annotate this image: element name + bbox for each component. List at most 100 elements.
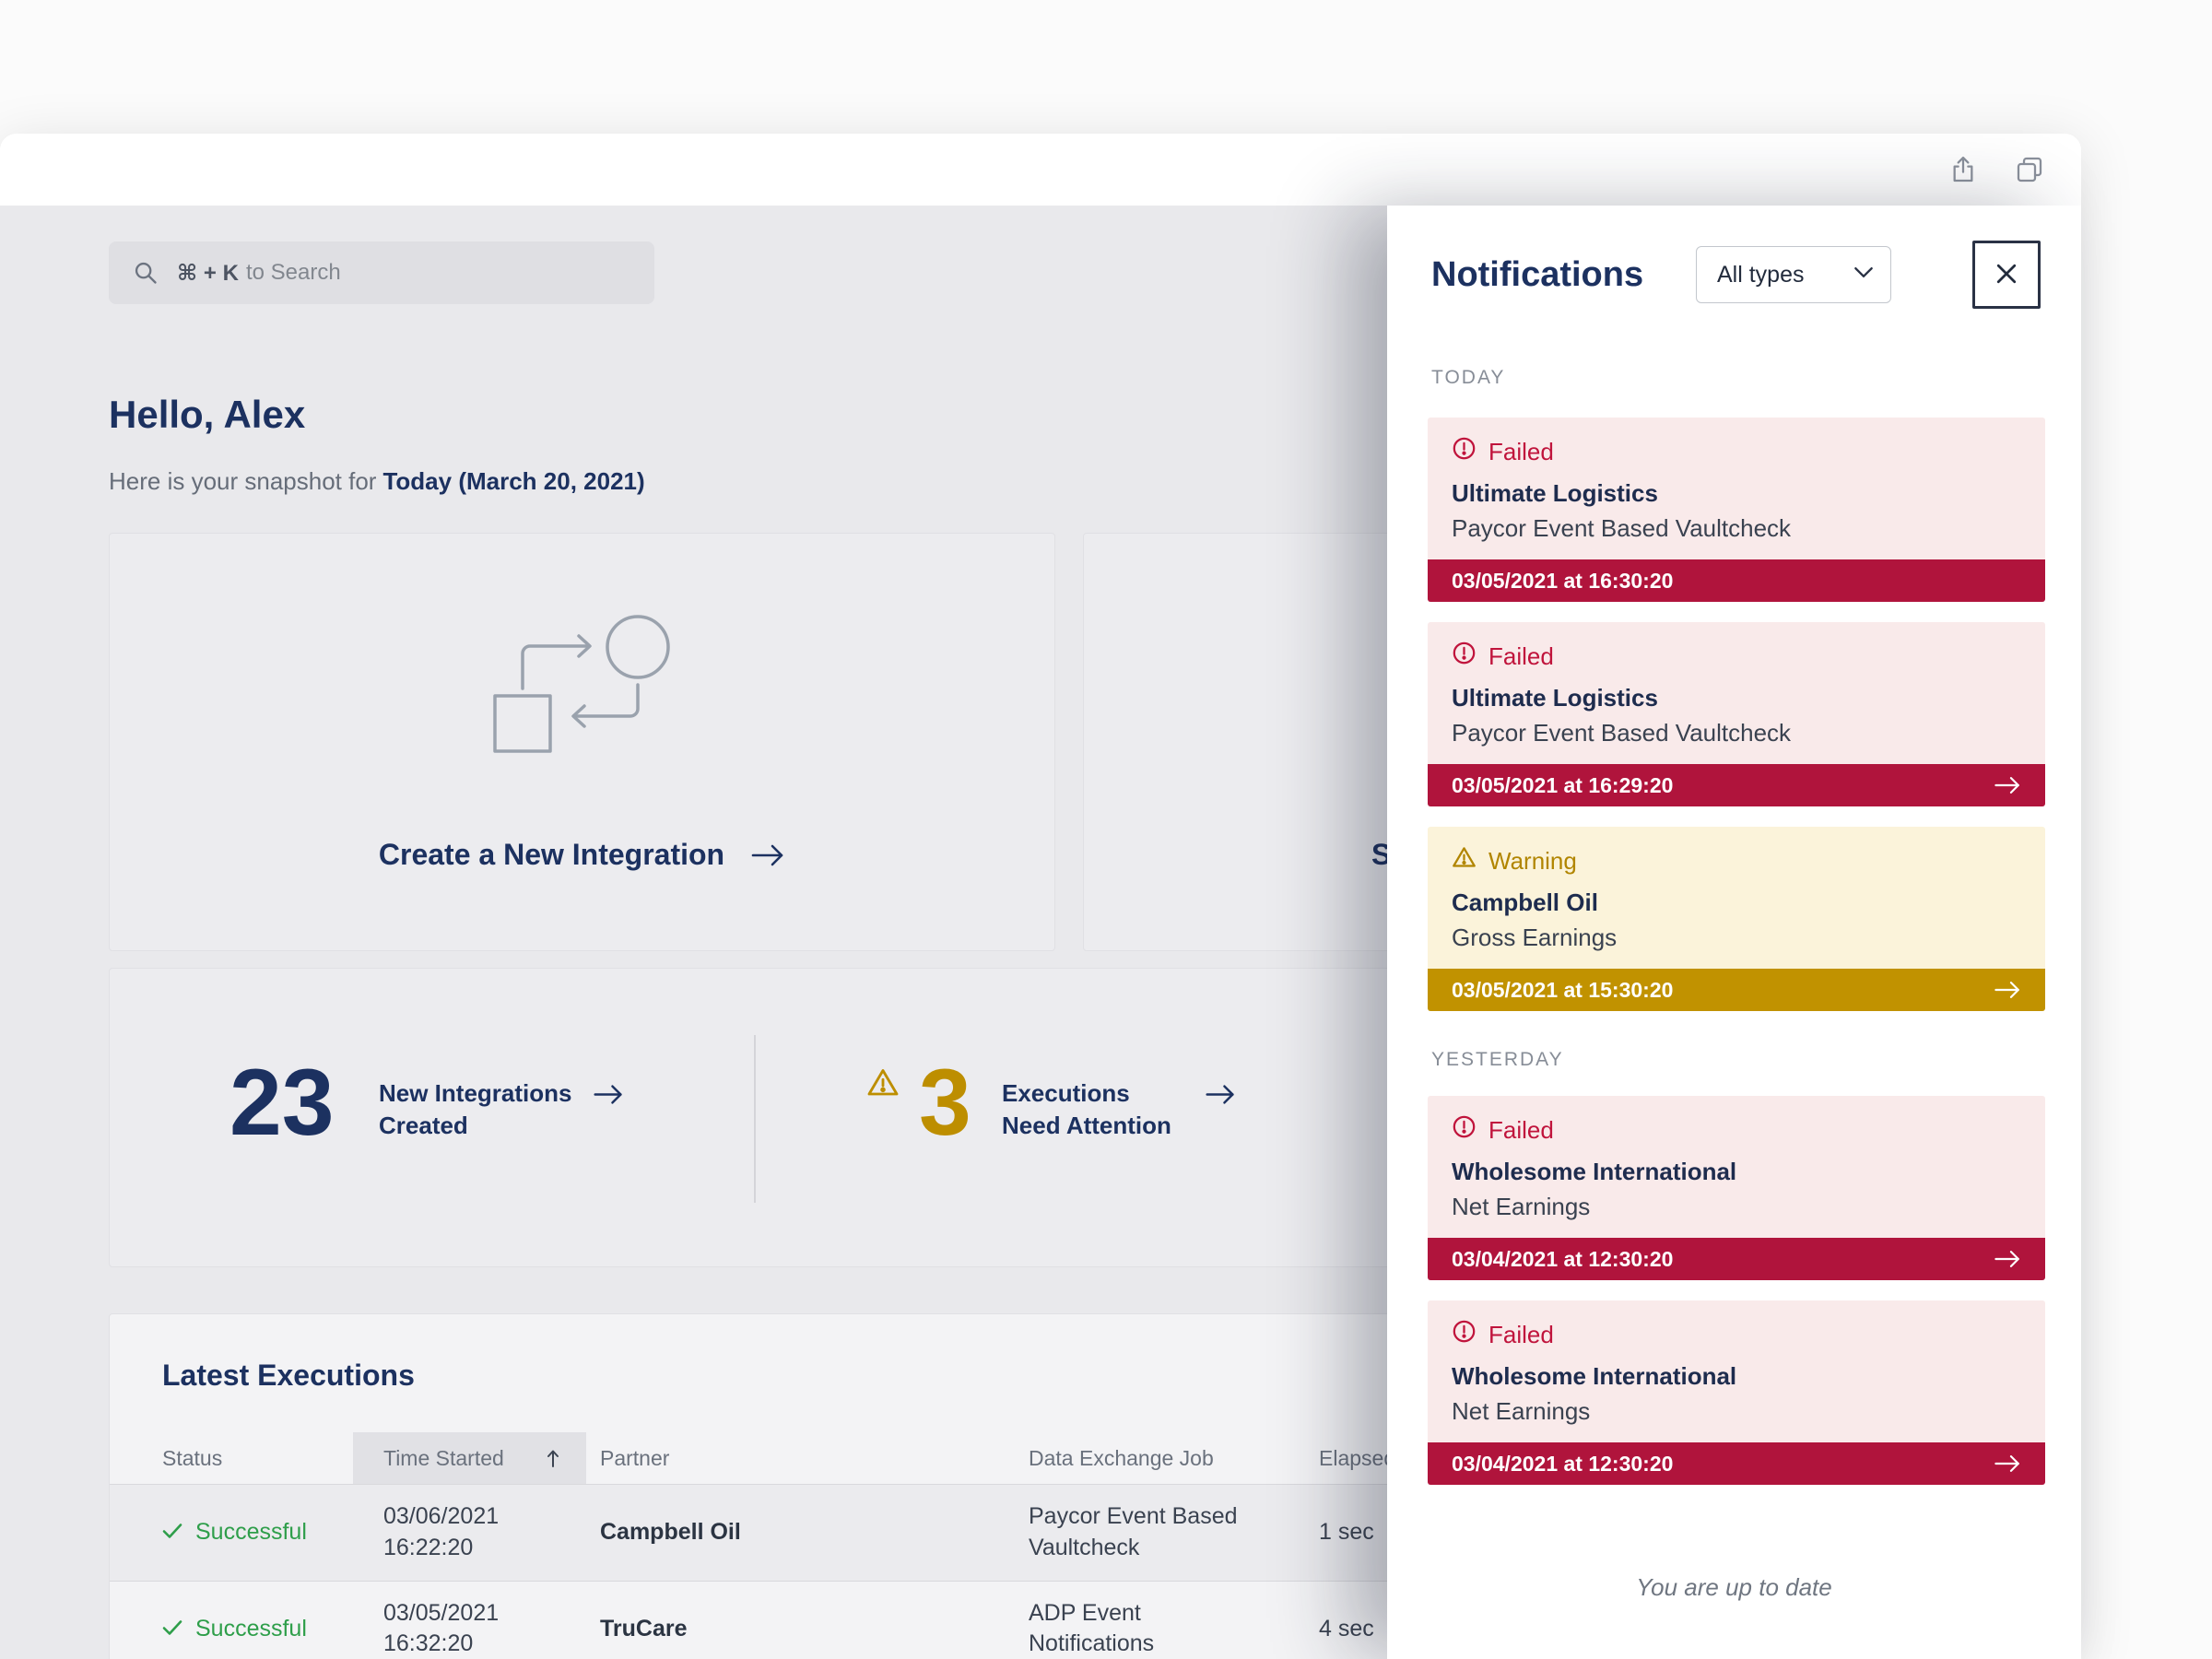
- close-panel-button[interactable]: [1972, 241, 2041, 309]
- executions-attention-label[interactable]: Executions Need Attention: [1002, 1077, 1171, 1142]
- integration-flow-illustration: [472, 606, 693, 776]
- failed-icon: [1452, 1319, 1477, 1350]
- col-header-data-exchange-job[interactable]: Data Exchange Job: [1029, 1445, 1214, 1470]
- app-window: ⌘ + K to Search Hello, Alex Here is your…: [0, 134, 2081, 1659]
- notifications-panel: Notifications All types: [1387, 206, 2081, 1659]
- notification-timestamp: 03/05/2021 at 16:29:20: [1452, 772, 1674, 797]
- notification-status-row: Failed: [1452, 1114, 2021, 1146]
- notification-body: Warning Campbell Oil Gross Earnings: [1428, 827, 2045, 969]
- chevron-down-icon: [1853, 266, 1874, 283]
- notification-card[interactable]: Warning Campbell Oil Gross Earnings 03/0…: [1428, 827, 2045, 1011]
- arrow-right-icon: [750, 842, 785, 868]
- search-placeholder: to Search: [245, 260, 341, 285]
- notification-partner: Wholesome International: [1452, 1158, 1737, 1185]
- notification-detail: Paycor Event Based Vaultcheck: [1452, 514, 1792, 542]
- col-header-status[interactable]: Status: [162, 1445, 223, 1470]
- filter-selected-value: All types: [1717, 261, 1805, 288]
- new-integrations-count: 23: [229, 1050, 335, 1155]
- notification-detail: Gross Earnings: [1452, 924, 1618, 951]
- col-header-time-started[interactable]: Time Started: [353, 1432, 586, 1484]
- notification-timestamp: 03/05/2021 at 16:30:20: [1452, 568, 1674, 593]
- col-header-time-started-label: Time Started: [383, 1445, 504, 1470]
- new-integrations-label[interactable]: New Integrations Created: [379, 1077, 571, 1142]
- notification-status: Failed: [1488, 641, 1554, 670]
- search-icon: [133, 260, 159, 286]
- section-label-today: TODAY: [1431, 367, 1506, 388]
- create-integration-card[interactable]: Create a New Integration: [109, 533, 1055, 951]
- search-shortcut-label: ⌘ + K: [177, 260, 239, 286]
- arrow-right-icon[interactable]: [593, 1083, 624, 1111]
- notification-partner: Campbell Oil: [1452, 888, 1598, 916]
- notifications-header: Notifications All types: [1431, 241, 2041, 309]
- failed-icon: [1452, 436, 1477, 467]
- notifications-title: Notifications: [1431, 254, 1644, 294]
- notification-detail: Net Earnings: [1452, 1193, 1591, 1220]
- status-label: Successful: [195, 1519, 307, 1546]
- greeting-heading: Hello, Alex: [109, 393, 306, 436]
- snapshot-date: Today (March 20, 2021): [382, 467, 645, 495]
- notification-card[interactable]: Failed Ultimate Logistics Paycor Event B…: [1428, 622, 2045, 806]
- snapshot-prefix: Here is your snapshot for: [109, 467, 377, 495]
- executions-table-header: Status Time Started Partner Data Exchang…: [110, 1432, 1971, 1484]
- section-label-yesterday: YESTERDAY: [1431, 1049, 1564, 1070]
- sort-ascending-icon: [546, 1448, 560, 1468]
- notifications-type-filter[interactable]: All types: [1696, 246, 1891, 303]
- notification-detail: Net Earnings: [1452, 1397, 1591, 1425]
- notification-footer: 03/04/2021 at 12:30:20: [1428, 1238, 2045, 1280]
- arrow-right-icon[interactable]: [1994, 775, 2021, 795]
- notification-partner: Ultimate Logistics: [1452, 479, 1658, 507]
- notification-detail: Paycor Event Based Vaultcheck: [1452, 719, 1792, 747]
- executions-attention-count: 3: [919, 1050, 971, 1155]
- warning-triangle-icon: [865, 1066, 900, 1104]
- notification-partner: Ultimate Logistics: [1452, 684, 1658, 712]
- job-cell: ADP Event Notifications: [1029, 1599, 1155, 1657]
- time-started-cell: 03/06/2021 16:22:20: [383, 1501, 600, 1564]
- elapsed-cell: 1 sec: [1319, 1519, 1374, 1546]
- arrow-right-icon[interactable]: [1205, 1083, 1236, 1111]
- execution-row[interactable]: Successful 03/05/2021 16:32:20 TruCare A…: [110, 1580, 1971, 1659]
- secondary-card-label: S: [1371, 838, 1392, 871]
- notification-status-row: Warning: [1452, 845, 2021, 877]
- create-integration-cta: Create a New Integration: [110, 838, 1054, 872]
- window-titlebar: [0, 134, 2081, 206]
- time-value: 16:22:20: [383, 1534, 474, 1560]
- executions-attention-label-line2: Need Attention: [1002, 1112, 1171, 1140]
- notification-footer: 03/05/2021 at 16:29:20: [1428, 764, 2045, 806]
- warning-triangle-icon: [1452, 845, 1477, 877]
- date-value: 03/06/2021: [383, 1503, 500, 1529]
- snapshot-line: Here is your snapshot for Today (March 20…: [109, 467, 645, 496]
- stats-divider: [754, 1035, 756, 1203]
- notification-card[interactable]: Failed Ultimate Logistics Paycor Event B…: [1428, 418, 2045, 602]
- search-input[interactable]: ⌘ + K to Search: [109, 241, 654, 304]
- notification-body: Failed Wholesome International Net Earni…: [1428, 1096, 2045, 1238]
- notification-card[interactable]: Failed Wholesome International Net Earni…: [1428, 1096, 2045, 1280]
- partner-cell: TruCare: [600, 1615, 688, 1641]
- partner-cell: Campbell Oil: [600, 1519, 741, 1546]
- status-cell: Successful: [162, 1519, 383, 1546]
- share-icon[interactable]: [1948, 155, 1978, 184]
- col-header-elapsed[interactable]: Elapsed: [1319, 1445, 1396, 1470]
- arrow-right-icon[interactable]: [1994, 1249, 2021, 1269]
- arrow-right-icon[interactable]: [1994, 980, 2021, 1000]
- date-value: 03/05/2021: [383, 1599, 500, 1626]
- notification-status-row: Failed: [1452, 1319, 2021, 1350]
- notification-status-row: Failed: [1452, 641, 2021, 672]
- new-integrations-label-line2: Created: [379, 1112, 468, 1140]
- latest-executions-title: Latest Executions: [162, 1359, 415, 1392]
- up-to-date-message: You are up to date: [1636, 1573, 1832, 1601]
- col-header-partner[interactable]: Partner: [600, 1445, 670, 1470]
- elapsed-cell: 4 sec: [1319, 1615, 1374, 1641]
- notification-timestamp: 03/04/2021 at 12:30:20: [1452, 1451, 1674, 1476]
- notification-timestamp: 03/04/2021 at 12:30:20: [1452, 1246, 1674, 1271]
- new-integrations-label-line1: New Integrations: [379, 1079, 572, 1107]
- check-icon: [162, 1519, 182, 1546]
- check-icon: [162, 1616, 182, 1642]
- time-value: 16:32:20: [383, 1630, 474, 1657]
- status-cell: Successful: [162, 1616, 383, 1642]
- overlap-windows-icon[interactable]: [2015, 155, 2044, 184]
- notification-card[interactable]: Failed Wholesome International Net Earni…: [1428, 1300, 2045, 1485]
- notification-timestamp: 03/05/2021 at 15:30:20: [1452, 977, 1674, 1002]
- close-icon: [1993, 260, 2020, 290]
- arrow-right-icon[interactable]: [1994, 1453, 2021, 1474]
